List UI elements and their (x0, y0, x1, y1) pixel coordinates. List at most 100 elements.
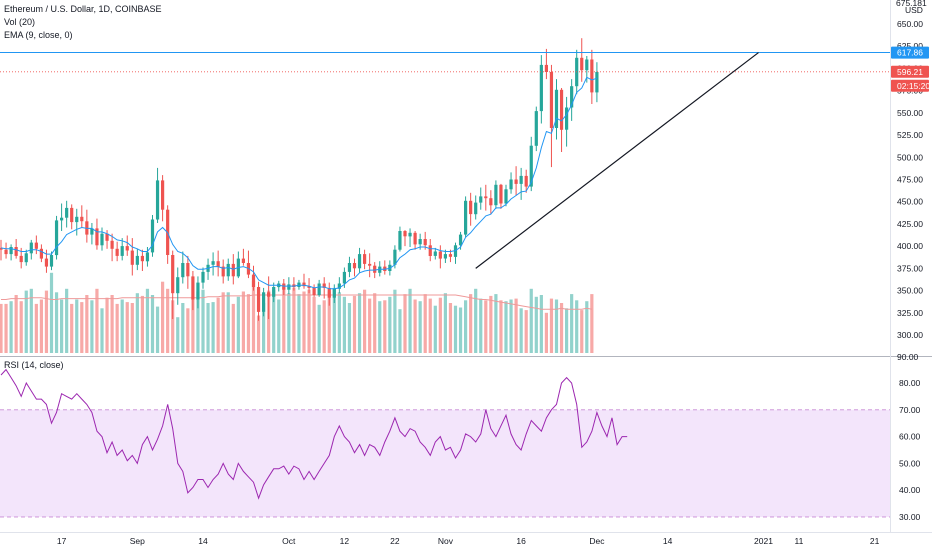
volume-bar (539, 295, 543, 353)
candle (145, 247, 150, 267)
volume-bar (140, 295, 144, 353)
volume-bar (368, 298, 372, 353)
candle (196, 276, 200, 309)
volume-bar (262, 303, 266, 353)
volume-bar (352, 295, 357, 353)
volume-bar (393, 289, 397, 353)
volume-bar (191, 296, 195, 353)
rsi-tick-label: 80.00 (899, 378, 921, 388)
volume-bar (246, 294, 251, 353)
candle (322, 277, 326, 299)
candle (140, 249, 144, 271)
volume-bar (332, 287, 336, 353)
volume-bar (464, 300, 468, 353)
candle (251, 265, 256, 291)
symbol-title[interactable]: Ethereum / U.S. Dollar, 1D, COINBASE (4, 4, 162, 14)
volume-bar (65, 288, 69, 353)
candle (413, 231, 417, 250)
candle (155, 167, 160, 223)
volume-bar (499, 300, 503, 353)
volume-bar (19, 301, 23, 353)
volume-bar (403, 294, 407, 353)
price-axis-currency: USD (905, 5, 923, 15)
volume-bar (24, 290, 28, 353)
rsi-line (0, 368, 628, 500)
volume-bar (383, 300, 387, 353)
time-tick-label: 17 (57, 536, 67, 546)
candle (408, 228, 412, 247)
candle (464, 196, 468, 238)
time-tick-label: 11 (794, 536, 803, 546)
volume-bar (317, 304, 321, 353)
volume-bar (423, 294, 427, 353)
volume-bars (0, 272, 594, 353)
volume-bar (524, 310, 528, 353)
volume-bar (211, 302, 215, 353)
volume-bar (570, 294, 574, 353)
volume-bar (292, 287, 296, 353)
candle (256, 281, 261, 321)
volume-bar (272, 289, 276, 353)
time-axis[interactable]: 17 Sep 14 Oct 12 22 Nov 16 Dec 14 2021 11 21 (57, 536, 880, 546)
ema-legend[interactable]: EMA (9, close, 0) (4, 30, 73, 40)
volume-bar (418, 301, 422, 353)
price-tick-label: 475.00 (897, 175, 923, 185)
candle (484, 184, 488, 211)
volume-bar (75, 299, 79, 353)
volume-bar (201, 289, 205, 353)
volume-bar (241, 291, 245, 353)
rsi-tick-label: 40.00 (899, 485, 921, 495)
volume-legend[interactable]: Vol (20) (4, 17, 36, 27)
volume-bar (216, 297, 220, 353)
candle (595, 62, 599, 103)
volume-bar (176, 317, 180, 353)
candle (221, 259, 225, 284)
candle (570, 79, 574, 121)
volume-bar (565, 308, 569, 353)
volume-bar (443, 293, 447, 353)
trendline[interactable] (475, 52, 759, 269)
rsi-legend[interactable]: RSI (14, close) (4, 360, 64, 370)
candles (0, 38, 599, 321)
candle (60, 203, 64, 231)
candle (347, 256, 352, 278)
volume-bar (494, 294, 498, 353)
volume-bar (34, 303, 38, 353)
volume-bar (206, 303, 210, 353)
candle (80, 205, 84, 228)
rsi-axis[interactable]: 80.00 70.00 60.00 50.00 40.00 30.00 (899, 378, 921, 522)
candle (4, 242, 8, 259)
candle (357, 247, 362, 273)
candle (186, 255, 190, 289)
candle (317, 279, 321, 297)
time-tick-label: Nov (438, 536, 454, 546)
volume-bar (373, 293, 377, 353)
candle (9, 244, 13, 261)
candle (0, 239, 3, 261)
candle (14, 239, 18, 259)
price-axis[interactable]: 675.181USD650.00625.00600.00575.00550.00… (896, 0, 927, 362)
volume-bar (9, 301, 13, 353)
candle (337, 277, 341, 294)
volume-bar (554, 299, 559, 353)
candle (135, 248, 139, 271)
volume-bar (90, 300, 94, 353)
volume-bar (39, 299, 43, 353)
price-badges: 617.86 596.21 02:15:20 (891, 46, 930, 92)
price-tick-label: 650.00 (897, 19, 923, 29)
candle (544, 48, 548, 80)
candle (34, 235, 38, 255)
volume-bar (529, 288, 533, 353)
volume-bar (580, 310, 584, 353)
volume-bar (575, 300, 579, 353)
volume-bar (135, 293, 139, 353)
candle (90, 223, 94, 245)
candle (514, 166, 518, 196)
volume-bar (378, 301, 382, 353)
candle (171, 250, 175, 319)
volume-bar (231, 303, 235, 353)
svg-text:02:15:20: 02:15:20 (897, 81, 930, 91)
candle (226, 258, 230, 281)
candle (559, 88, 564, 152)
